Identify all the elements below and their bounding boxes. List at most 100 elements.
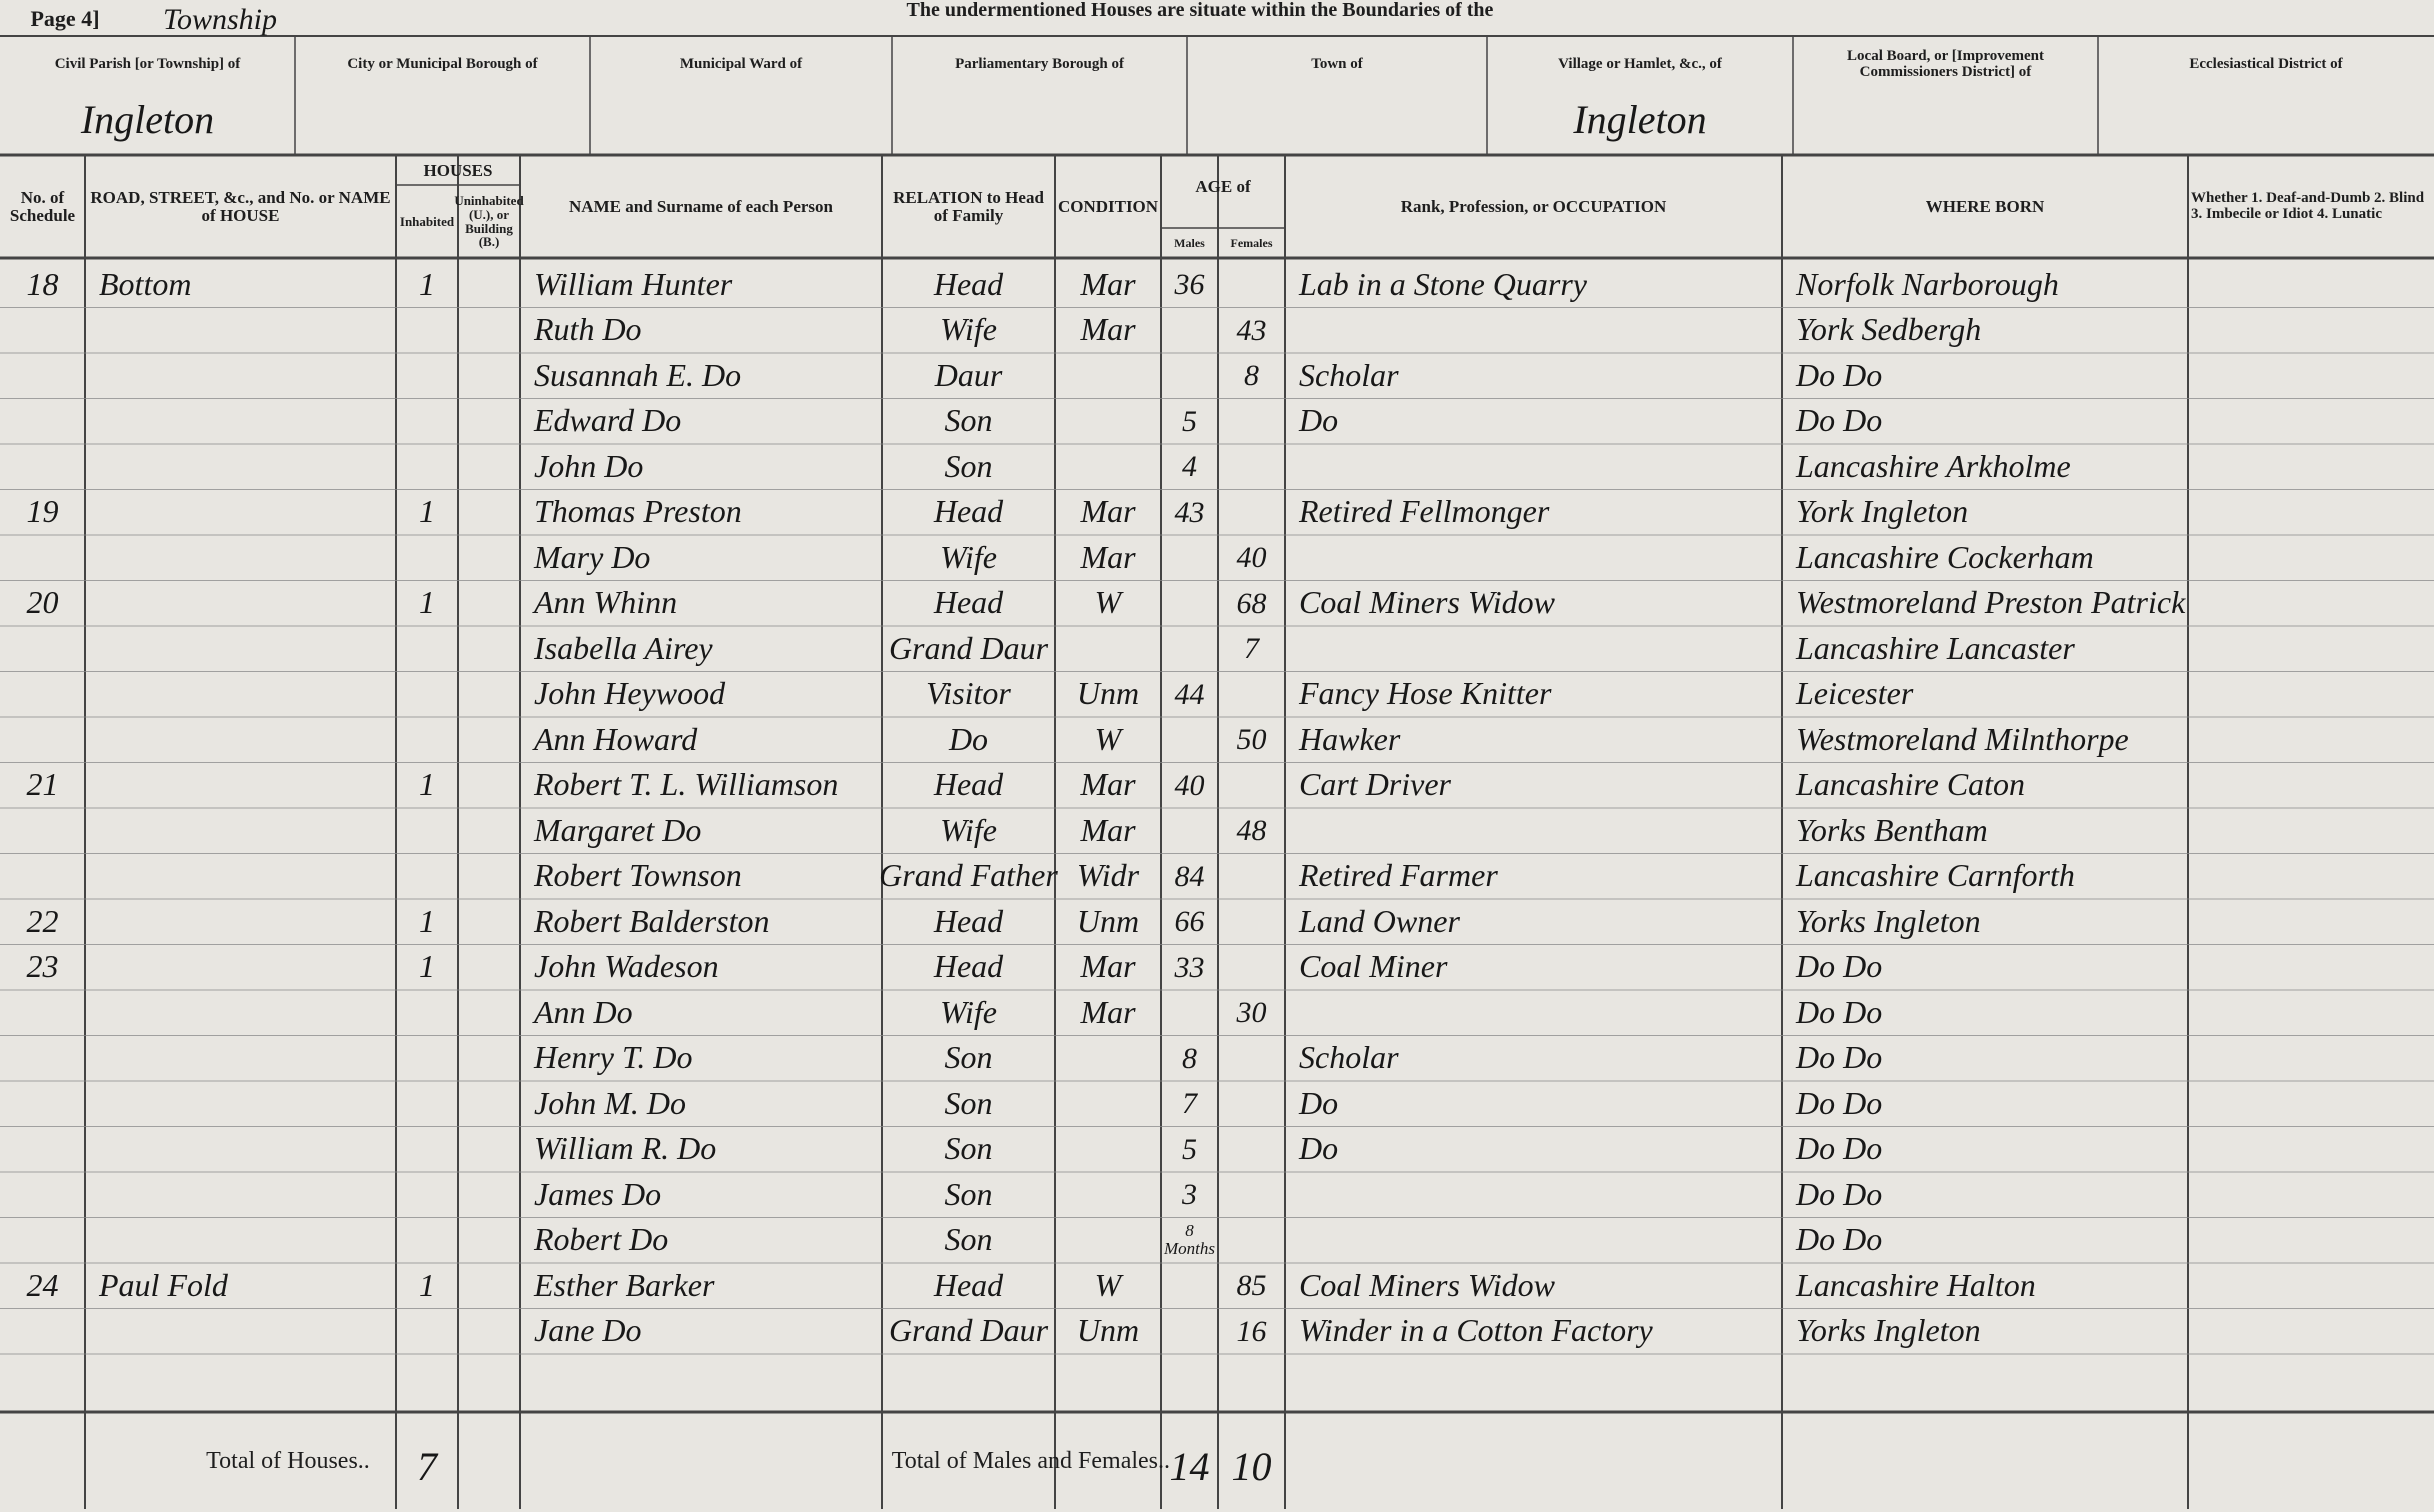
cell-schedule: 22 bbox=[26, 902, 59, 939]
cell-relation: Do bbox=[948, 720, 989, 757]
cell-occupation: Coal Miners Widow bbox=[1299, 1266, 1556, 1303]
boundary-value: Ingleton bbox=[80, 97, 215, 142]
cell-inhabited: 1 bbox=[419, 948, 435, 985]
cell-males: 5 bbox=[1182, 1132, 1197, 1166]
cell-born: Lancashire Halton bbox=[1796, 1266, 2036, 1303]
cell-inhabited: 1 bbox=[419, 584, 435, 621]
cell-name: Jane Do bbox=[534, 1312, 642, 1349]
cell-born: York Ingleton bbox=[1796, 493, 1969, 530]
cell-females: 50 bbox=[1236, 723, 1267, 756]
cell-name: Isabella Airey bbox=[534, 629, 713, 666]
cell-born: Do Do bbox=[1796, 1084, 1883, 1121]
cell-relation: Wife bbox=[940, 311, 997, 348]
cell-born: Do Do bbox=[1796, 1221, 1883, 1258]
cell-condition: Mar bbox=[1080, 311, 1136, 348]
cell-relation: Visitor bbox=[926, 675, 1011, 712]
cell-females: 16 bbox=[1236, 1314, 1267, 1348]
cell-males: 44 bbox=[1174, 677, 1205, 711]
boundary-label: Municipal Ward of bbox=[679, 56, 803, 73]
cell-born: Norfolk Narborough bbox=[1796, 265, 2059, 302]
cell-occupation: Fancy Hose Knitter bbox=[1299, 675, 1552, 712]
boundary-label: Ecclesiastical District of bbox=[2189, 56, 2343, 73]
cell-relation: Head bbox=[933, 1266, 1004, 1303]
cell-inhabited: 1 bbox=[419, 493, 435, 530]
cell-condition: Mar bbox=[1080, 538, 1136, 575]
cell-males: 66 bbox=[1174, 905, 1205, 938]
cell-schedule: 23 bbox=[26, 948, 59, 985]
cell-schedule: 24 bbox=[26, 1266, 59, 1303]
column-header: HOUSES bbox=[423, 161, 493, 181]
cell-occupation: Retired Farmer bbox=[1299, 857, 1498, 894]
page-number: Page 4] bbox=[30, 6, 100, 32]
cell-occupation: Land Owner bbox=[1299, 902, 1460, 939]
cell-name: Ann Do bbox=[534, 993, 633, 1030]
cell-occupation: Coal Miner bbox=[1299, 948, 1448, 985]
cell-females: 68 bbox=[1236, 586, 1267, 620]
cell-born: Lancashire Carnforth bbox=[1796, 857, 2075, 894]
column-header: Females bbox=[1230, 235, 1273, 250]
cell-name: William R. Do bbox=[534, 1130, 717, 1167]
cell-name: Robert T. L. Williamson bbox=[534, 766, 839, 803]
cell-name: Henry T. Do bbox=[534, 1039, 693, 1076]
cell-relation: Wife bbox=[940, 993, 997, 1030]
cell-born: Do Do bbox=[1796, 948, 1883, 985]
cell-condition: Mar bbox=[1080, 993, 1136, 1030]
column-header: AGE of bbox=[1195, 177, 1251, 197]
cell-born: Yorks Bentham bbox=[1796, 811, 1988, 848]
cell-name: Ruth Do bbox=[534, 311, 642, 348]
cell-name: Edward Do bbox=[534, 402, 682, 439]
cell-inhabited: 1 bbox=[419, 766, 435, 803]
cell-relation: Wife bbox=[940, 538, 997, 575]
boundary-label: Local Board, or [Improvement Commissione… bbox=[1847, 48, 2044, 80]
cell-occupation: Winder in a Cotton Factory bbox=[1299, 1312, 1653, 1349]
cell-born: Do Do bbox=[1796, 993, 1883, 1030]
cell-name: James Do bbox=[534, 1175, 662, 1212]
cell-males: 40 bbox=[1174, 768, 1205, 802]
column-header: CONDITION bbox=[1057, 196, 1159, 216]
cell-condition: Unm bbox=[1076, 1312, 1140, 1349]
cell-name: Robert Balderston bbox=[534, 902, 770, 939]
cell-males: 33 bbox=[1174, 950, 1205, 984]
cell-name: Susannah E. Do bbox=[534, 356, 742, 393]
cell-relation: Son bbox=[944, 1084, 993, 1121]
cell-relation: Head bbox=[933, 948, 1004, 985]
column-header: Inhabited bbox=[399, 213, 455, 229]
column-header: No. of Schedule bbox=[9, 187, 76, 225]
cell-males: 84 bbox=[1174, 859, 1205, 893]
cell-males: 8 bbox=[1182, 1041, 1197, 1075]
cell-name: Ann Howard bbox=[534, 720, 698, 757]
cell-born: Leicester bbox=[1796, 675, 1914, 712]
cell-name: Robert Townson bbox=[534, 857, 742, 894]
cell-inhabited: 1 bbox=[419, 265, 435, 302]
cell-name: Esther Barker bbox=[534, 1266, 715, 1303]
boundary-label: Town of bbox=[1311, 56, 1363, 73]
cell-name: Ann Whinn bbox=[534, 584, 678, 621]
cell-females: 40 bbox=[1236, 541, 1267, 574]
cell-condition: Mar bbox=[1080, 265, 1136, 302]
cell-condition: Unm bbox=[1076, 902, 1140, 939]
cell-name: Mary Do bbox=[534, 538, 651, 575]
cell-females: 43 bbox=[1236, 313, 1267, 347]
cell-females: 8 bbox=[1244, 359, 1259, 392]
cell-occupation: Scholar bbox=[1299, 1039, 1399, 1076]
cell-occupation: Cart Driver bbox=[1299, 766, 1451, 803]
cell-born: Westmoreland Milnthorpe bbox=[1796, 720, 2129, 757]
cell-address: Bottom bbox=[99, 265, 192, 302]
cell-condition: W bbox=[1094, 720, 1122, 757]
cell-condition: Mar bbox=[1080, 811, 1136, 848]
page-title: The undermentioned Houses are situate wi… bbox=[906, 0, 1494, 21]
column-header: Uninhabited (U.), or Building (B.) bbox=[454, 193, 524, 250]
column-header: WHERE BORN bbox=[1925, 196, 2045, 216]
cell-name: John Do bbox=[534, 447, 644, 484]
column-header: RELATION to Head of Family bbox=[893, 187, 1044, 225]
column-header: Rank, Profession, or OCCUPATION bbox=[1400, 196, 1667, 216]
cell-relation: Son bbox=[944, 1221, 993, 1258]
cell-born: Yorks Ingleton bbox=[1796, 902, 1981, 939]
cell-inhabited: 1 bbox=[419, 902, 435, 939]
cell-relation: Grand Daur bbox=[888, 629, 1049, 666]
cell-name: John Heywood bbox=[534, 675, 726, 712]
cell-occupation: Coal Miners Widow bbox=[1299, 584, 1556, 621]
cell-relation: Head bbox=[933, 902, 1004, 939]
cell-occupation: Do bbox=[1299, 402, 1339, 439]
